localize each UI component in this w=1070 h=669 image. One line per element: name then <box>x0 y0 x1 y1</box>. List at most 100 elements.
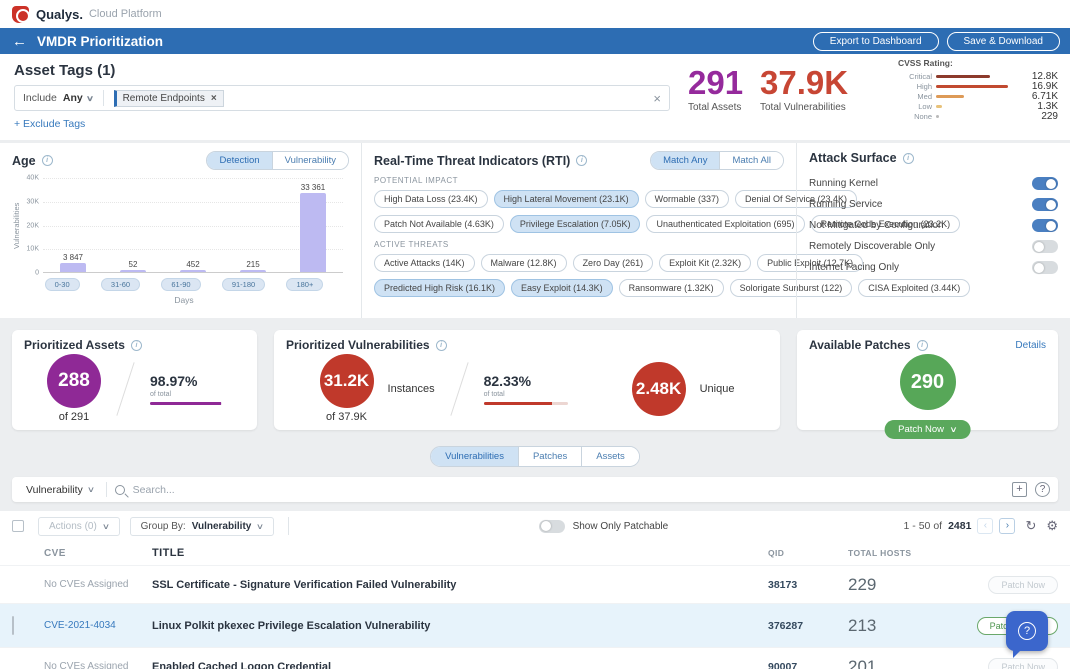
table-row[interactable]: No CVEs Assigned SSL Certificate - Signa… <box>0 565 1070 603</box>
clear-tags-icon[interactable]: × <box>653 90 661 106</box>
back-arrow-icon[interactable]: ← <box>12 32 27 50</box>
settings-gear-icon[interactable]: ⚙ <box>1046 518 1058 533</box>
brand-name: Qualys. <box>36 6 83 22</box>
toggle-match-any[interactable]: Match Any <box>651 152 720 169</box>
prev-page-icon[interactable]: ‹ <box>977 518 994 534</box>
bar-61-90[interactable]: 452 <box>168 260 218 272</box>
column-qid[interactable]: QID <box>768 548 785 558</box>
rti-pill-malware[interactable]: Malware (12.8K) <box>480 254 567 272</box>
cvss-row-critical: Critical 12.8K <box>909 70 1058 82</box>
divider <box>102 90 104 106</box>
patch-now-button[interactable]: Patch Now ∨ <box>884 420 971 439</box>
total-assets-label: Total Assets <box>688 102 742 113</box>
export-to-dashboard-button[interactable]: Export to Dashboard <box>812 31 939 51</box>
help-chat-bubble[interactable]: ? <box>1006 611 1048 658</box>
rti-pill-privilege-escalation[interactable]: Privilege Escalation (7.05K) <box>509 215 641 233</box>
x-tick-180-plus[interactable]: 180+ <box>286 278 324 291</box>
row-title[interactable]: SSL Certificate - Signature Verification… <box>152 578 457 591</box>
chevron-down-icon: ∨ <box>86 485 95 494</box>
column-title[interactable]: TITLE <box>152 547 185 559</box>
row-total-hosts: 201 <box>848 656 877 669</box>
actions-dropdown[interactable]: Actions (0) ∨ <box>38 516 120 536</box>
row-checkbox[interactable] <box>12 615 14 635</box>
x-tick-61-90[interactable]: 61-90 <box>161 278 201 291</box>
bar-31-60[interactable]: 52 <box>108 260 158 272</box>
not-mitigated-toggle[interactable] <box>1032 219 1058 232</box>
toggle-row-not-mitigated: Not Mitigated by Configuration <box>809 215 1058 236</box>
cvss-row-low: Low 1.3K <box>918 100 1058 112</box>
rti-pill-exploit-kit[interactable]: Exploit Kit (2.32K) <box>659 254 752 272</box>
x-tick-31-60[interactable]: 31-60 <box>100 278 141 291</box>
row-cve-link[interactable]: CVE-2021-4034 <box>44 620 116 631</box>
select-all-checkbox[interactable] <box>12 520 24 532</box>
exclude-tags-link[interactable]: + Exclude Tags <box>14 118 86 130</box>
asset-tags-heading: Asset Tags (1) <box>14 62 116 79</box>
rti-pill-wormable[interactable]: Wormable (337) <box>644 190 729 208</box>
bar-91-180[interactable]: 215 <box>228 260 278 272</box>
cvss-rating-block: CVSS Rating: Critical 12.8K High 16.9K M… <box>898 58 1058 122</box>
toggle-detection[interactable]: Detection <box>207 152 272 169</box>
vulnerabilities-percent: 82.33% <box>483 372 532 389</box>
info-icon[interactable]: i <box>435 339 447 351</box>
next-page-icon[interactable]: › <box>999 518 1016 534</box>
prioritized-assets-card: Prioritized Assets i 288 of 291 98.97% o… <box>12 330 257 430</box>
toggle-vulnerability[interactable]: Vulnerability <box>271 152 348 169</box>
rti-pill-easy-exploit[interactable]: Easy Exploit (14.3K) <box>511 279 613 297</box>
rti-pill-patch-not-available[interactable]: Patch Not Available (4.63K) <box>374 215 504 233</box>
add-filter-icon[interactable]: + <box>1012 482 1027 497</box>
row-title[interactable]: Linux Polkit pkexec Privilege Escalation… <box>152 619 431 632</box>
asset-tag-chip[interactable]: Remote Endpoints × <box>113 89 224 107</box>
remove-tag-icon[interactable]: × <box>210 92 217 104</box>
row-patch-now-button[interactable]: Patch Now <box>988 657 1058 669</box>
group-by-dropdown[interactable]: Group By: Vulnerability ∨ <box>129 516 275 536</box>
tab-vulnerabilities[interactable]: Vulnerabilities <box>431 447 518 466</box>
x-tick-0-30[interactable]: 0-30 <box>44 278 80 291</box>
rti-pill-zero-day[interactable]: Zero Day (261) <box>572 254 654 272</box>
divider <box>105 482 107 497</box>
info-icon[interactable]: i <box>916 339 928 351</box>
rti-pill-active-attacks[interactable]: Active Attacks (14K) <box>374 254 475 272</box>
refresh-icon[interactable]: ↻ <box>1025 518 1037 533</box>
bar-180-plus[interactable]: 33 361 <box>288 183 338 272</box>
info-icon[interactable]: i <box>902 152 914 164</box>
internet-facing-toggle[interactable] <box>1032 261 1058 274</box>
rti-pill-ransomware[interactable]: Ransomware (1.32K) <box>618 279 724 297</box>
include-operator-dropdown[interactable]: Any ∨ <box>62 92 94 104</box>
help-icon[interactable]: ? <box>1035 482 1050 497</box>
search-scope-dropdown[interactable]: Vulnerability ∨ <box>26 483 95 496</box>
row-patch-now-button[interactable]: Patch Now <box>988 575 1058 594</box>
tab-assets[interactable]: Assets <box>581 447 639 466</box>
x-tick-91-180[interactable]: 91-180 <box>221 278 266 291</box>
rti-pill-high-data-loss[interactable]: High Data Loss (23.4K) <box>374 190 488 208</box>
remotely-discoverable-toggle[interactable] <box>1032 240 1058 253</box>
row-title[interactable]: Enabled Cached Logon Credential <box>152 660 332 669</box>
info-icon[interactable]: i <box>41 155 53 166</box>
show-only-patchable-toggle[interactable] <box>538 519 565 533</box>
tab-patches[interactable]: Patches <box>517 447 582 466</box>
bar-0-30[interactable]: 3 847 <box>48 253 98 272</box>
running-service-toggle[interactable] <box>1032 198 1058 211</box>
info-icon[interactable]: i <box>576 155 588 166</box>
rti-pill-remote-code-execution[interactable]: Remote Code Execution (23.2K) <box>810 215 961 233</box>
running-kernel-toggle[interactable] <box>1032 177 1058 190</box>
rti-pill-cisa-exploited[interactable]: CISA Exploited (3.44K) <box>858 279 971 297</box>
toggle-match-all[interactable]: Match All <box>719 152 783 169</box>
details-link[interactable]: Details <box>1015 339 1046 351</box>
rti-pill-high-lateral-movement[interactable]: High Lateral Movement (23.1K) <box>493 190 639 208</box>
column-total-hosts[interactable]: TOTAL HOSTS <box>848 548 912 558</box>
table-row[interactable]: No CVEs Assigned Enabled Cached Logon Cr… <box>0 647 1070 669</box>
column-cve[interactable]: CVE <box>44 547 66 559</box>
rti-pill-denial-of-service[interactable]: Denial Of Service (23.4K) <box>734 190 858 208</box>
rti-pill-unauthenticated-exploitation[interactable]: Unauthenticated Exploitation (695) <box>646 215 805 233</box>
rti-pill-predicted-high-risk[interactable]: Predicted High Risk (16.1K) <box>374 279 506 297</box>
include-tags-input[interactable]: Include Any ∨ Remote Endpoints × × <box>14 85 670 111</box>
search-bar: Vulnerability ∨ + ? <box>12 477 1058 502</box>
available-patches-card: Available Patches i Details 290 Patch No… <box>797 330 1058 439</box>
rti-pill-solorigate-sunburst[interactable]: Solorigate Sunburst (122) <box>729 279 853 297</box>
rti-pill-public-exploit[interactable]: Public Exploit (12.7K) <box>757 254 864 272</box>
save-download-button[interactable]: Save & Download <box>946 31 1060 51</box>
info-icon[interactable]: i <box>130 339 142 351</box>
row-qid: 90007 <box>768 660 798 669</box>
table-row[interactable]: CVE-2021-4034 Linux Polkit pkexec Privil… <box>0 603 1070 647</box>
search-input[interactable] <box>132 483 1004 496</box>
